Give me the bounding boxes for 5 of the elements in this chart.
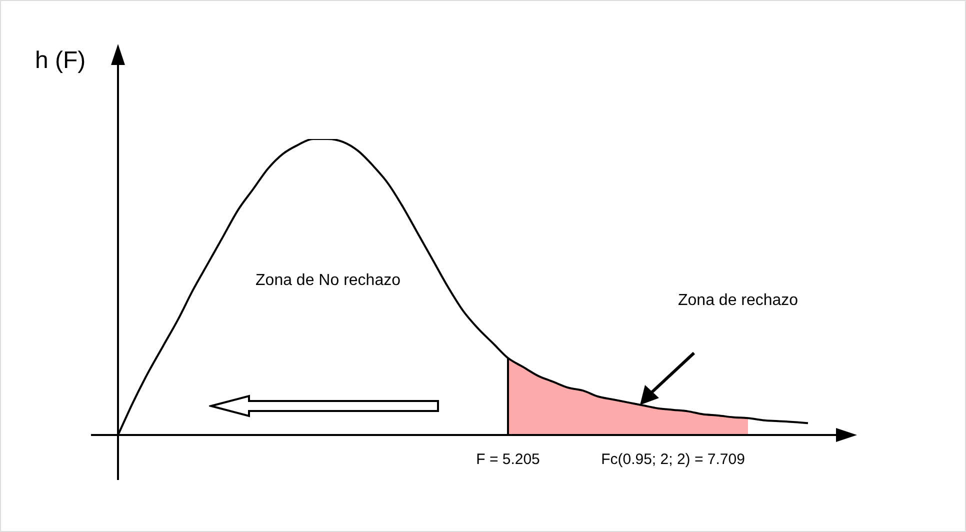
x-tick-label: F = 5.205 — [476, 451, 540, 468]
x-tick-label: Fc(0.95; 2; 2) = 7.709 — [601, 451, 745, 468]
text: Zona de rechazo — [678, 292, 798, 309]
annotation: Zona de No rechazo — [256, 272, 401, 289]
y-axis-title: h (F) — [35, 47, 86, 74]
